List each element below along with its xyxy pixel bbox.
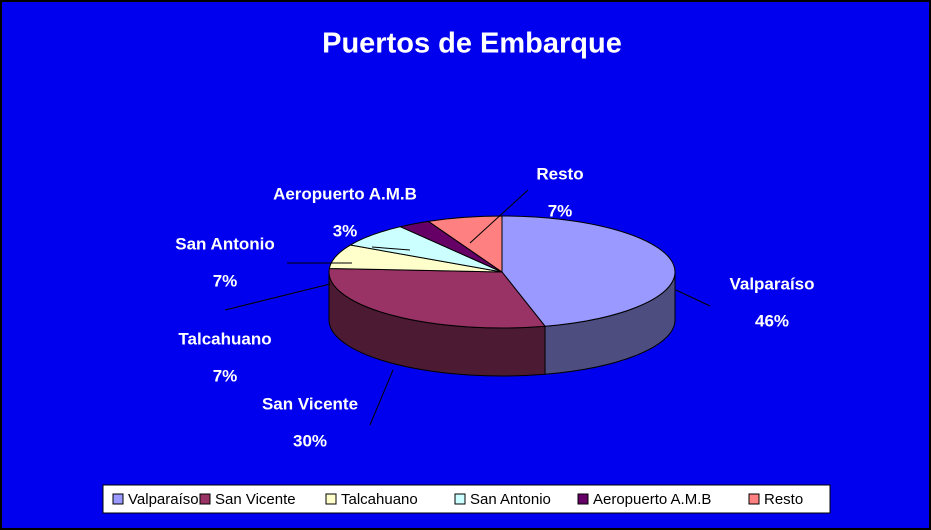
leader-line: [369, 369, 394, 426]
data-label: 7%: [548, 201, 573, 220]
leader-line: [675, 289, 711, 307]
legend-label: Valparaíso: [128, 491, 199, 508]
slice: [501, 215, 676, 327]
data-label: 30%: [293, 431, 327, 450]
legend-swatch: [199, 493, 211, 505]
data-label: 7%: [213, 366, 238, 385]
legend-swatch: [112, 493, 124, 505]
legend-label: Talcahuano: [341, 491, 418, 508]
legend-swatch: [454, 493, 466, 505]
legend-label: San Antonio: [470, 491, 551, 508]
data-label: 7%: [213, 271, 238, 290]
data-label-name: Valparaíso: [729, 274, 814, 293]
legend-box: [102, 484, 831, 514]
data-label-name: Aeropuerto A.M.B: [273, 184, 417, 203]
data-label-name: San Antonio: [175, 234, 274, 253]
data-label: 3%: [333, 221, 358, 240]
legend-label: Resto: [764, 491, 803, 508]
data-label-name: Resto: [536, 164, 583, 183]
data-label-name: San Vicente: [262, 394, 358, 413]
data-label-name: Talcahuano: [178, 329, 271, 348]
data-label: 46%: [755, 311, 789, 330]
slice: [328, 267, 546, 329]
legend-label: Aeropuerto A.M.B: [593, 491, 711, 508]
leader-line: [371, 246, 411, 251]
leader-line: [469, 189, 529, 244]
legend-label: San Vicente: [215, 491, 296, 508]
leader-line: [224, 283, 331, 311]
legend-swatch: [325, 493, 337, 505]
legend-swatch: [748, 493, 760, 505]
chart-title: Puertos de Embarque: [322, 28, 622, 60]
legend-swatch: [577, 493, 589, 505]
